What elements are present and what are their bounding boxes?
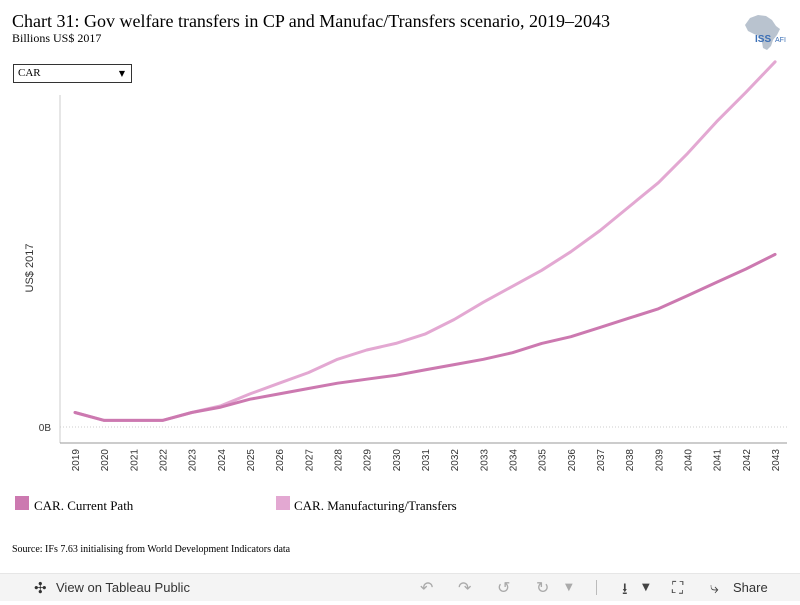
logo-iss-text: ISS <box>755 34 771 45</box>
iss-afi-logo: ISS AFI <box>745 15 786 50</box>
toolbar-divider <box>596 580 597 595</box>
x-tick-label: 2041 <box>713 449 724 472</box>
x-tick-label: 2037 <box>596 449 607 472</box>
fullscreen-icon[interactable]: ⛶ <box>672 578 684 597</box>
tableau-logo-icon: ✣ <box>34 579 47 597</box>
x-tick-label: 2025 <box>246 449 257 472</box>
logo-afi-text: AFI <box>775 37 786 44</box>
undo-icon[interactable]: ↶ <box>420 578 434 597</box>
x-tick-label: 2036 <box>567 449 578 472</box>
x-tick-label: 2023 <box>188 449 199 472</box>
x-tick-label: 2021 <box>129 449 140 472</box>
x-tick-label: 2042 <box>742 449 753 472</box>
download-dropdown-icon[interactable]: ▼ <box>642 582 650 593</box>
x-tick-label: 2029 <box>363 449 374 472</box>
x-tick-label: 2033 <box>479 449 490 472</box>
x-tick-label: 2038 <box>625 449 636 472</box>
legend-swatch-current-path <box>15 496 29 510</box>
x-tick-label: 2030 <box>392 449 403 472</box>
x-tick-label: 2024 <box>217 449 228 472</box>
africa-map-icon <box>745 15 780 50</box>
view-on-tableau-link[interactable]: View on Tableau Public <box>56 580 190 595</box>
x-tick-label: 2027 <box>304 449 315 472</box>
share-button[interactable]: Share <box>733 580 768 595</box>
revert-icon[interactable]: ↺ <box>497 578 511 597</box>
x-tick-label: 2026 <box>275 449 286 472</box>
legend-label-current-path: CAR. Current Path <box>34 498 134 513</box>
dropdown-arrow-icon: ▼ <box>118 69 125 78</box>
series-line-current-path <box>73 252 777 422</box>
redo-icon[interactable]: ↷ <box>458 578 472 597</box>
x-tick-label: 2035 <box>538 449 549 472</box>
country-filter-dropdown[interactable]: CAR ▼ <box>13 64 132 83</box>
x-tick-label: 2040 <box>684 449 695 472</box>
x-tick-label: 2031 <box>421 449 432 472</box>
chart-subtitle: Billions US$ 2017 <box>12 31 102 45</box>
x-tick-label: 2019 <box>71 449 82 472</box>
y-tick-label: 0B <box>39 423 52 434</box>
tableau-toolbar: ✣ View on Tableau Public ↶ ↷ ↺ ↻ ▼ ⭳ ▼ ⛶… <box>0 573 800 601</box>
source-note: Source: IFs 7.63 initialising from World… <box>12 544 291 555</box>
legend-label-manufacturing: CAR. Manufacturing/Transfers <box>294 498 457 513</box>
refresh-icon[interactable]: ↻ <box>536 578 550 597</box>
x-tick-label: 2032 <box>450 449 461 472</box>
pause-dropdown-icon[interactable]: ▼ <box>565 582 573 593</box>
x-tick-label: 2022 <box>159 449 170 472</box>
chart-title: Chart 31: Gov welfare transfers in CP an… <box>12 11 611 31</box>
x-tick-label: 2043 <box>771 449 782 472</box>
x-tick-label: 2034 <box>509 449 520 472</box>
legend-swatch-manufacturing <box>276 496 290 510</box>
x-tick-label: 2039 <box>654 449 665 472</box>
x-tick-label: 2028 <box>334 449 345 472</box>
y-axis-title: US$ 2017 <box>24 244 36 293</box>
download-icon[interactable]: ⭳ <box>622 579 628 598</box>
series-line-manufacturing <box>73 60 777 422</box>
country-filter-value: CAR <box>18 67 41 79</box>
share-icon[interactable]: ⤷ <box>710 578 719 597</box>
x-tick-label: 2020 <box>100 449 111 472</box>
